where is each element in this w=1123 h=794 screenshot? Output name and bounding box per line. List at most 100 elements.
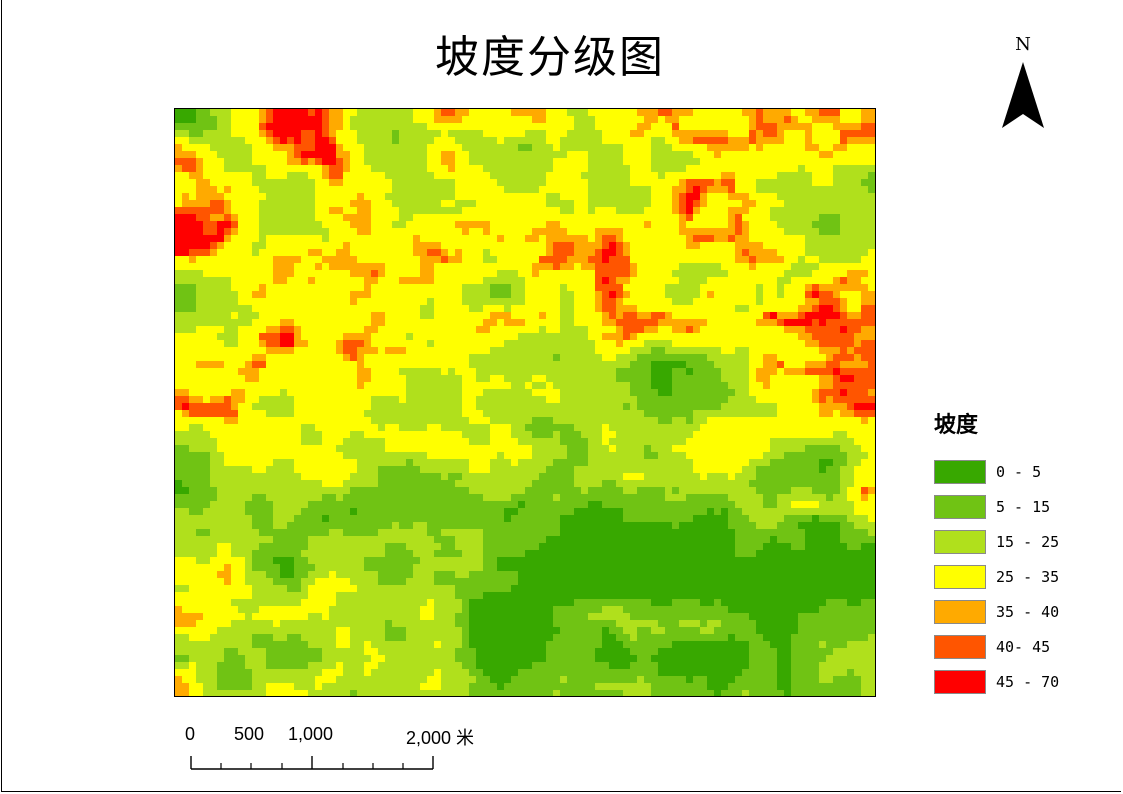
- slope-cell: [336, 445, 344, 453]
- slope-cell: [826, 242, 834, 250]
- slope-cell: [651, 270, 659, 278]
- slope-cell: [357, 347, 365, 355]
- slope-cell: [280, 354, 288, 362]
- slope-cell: [588, 277, 596, 285]
- slope-cell: [287, 305, 295, 313]
- slope-cell: [672, 312, 680, 320]
- slope-cell: [749, 186, 757, 194]
- slope-cell: [560, 438, 568, 446]
- slope-cell: [728, 305, 736, 313]
- slope-cell: [658, 361, 666, 369]
- slope-cell: [511, 431, 519, 439]
- slope-cell: [742, 319, 750, 327]
- slope-cell: [798, 109, 806, 117]
- slope-cell: [770, 228, 778, 236]
- slope-cell: [343, 305, 351, 313]
- slope-cell: [448, 263, 456, 271]
- slope-cell: [476, 172, 484, 180]
- slope-cell: [336, 361, 344, 369]
- slope-cell: [357, 158, 365, 166]
- slope-cell: [833, 116, 841, 124]
- slope-cell: [532, 270, 540, 278]
- slope-cell: [336, 109, 344, 117]
- slope-cell: [308, 144, 316, 152]
- slope-cell: [868, 396, 875, 404]
- slope-cell: [371, 109, 379, 117]
- slope-cell: [707, 270, 715, 278]
- slope-cell: [735, 354, 743, 362]
- slope-cell: [224, 445, 232, 453]
- slope-cell: [294, 130, 302, 138]
- slope-cell: [350, 277, 358, 285]
- slope-cell: [525, 326, 533, 334]
- slope-cell: [770, 319, 778, 327]
- slope-cell: [665, 249, 673, 257]
- slope-cell: [399, 242, 407, 250]
- slope-cell: [210, 207, 218, 215]
- slope-cell: [630, 186, 638, 194]
- slope-cell: [833, 130, 841, 138]
- slope-cell: [679, 123, 687, 131]
- slope-cell: [476, 221, 484, 229]
- slope-cell: [238, 144, 246, 152]
- slope-cell: [224, 221, 232, 229]
- slope-map-frame[interactable]: [174, 108, 876, 697]
- slope-cell: [322, 130, 330, 138]
- slope-cell: [203, 347, 211, 355]
- slope-cell: [455, 256, 463, 264]
- slope-cell: [238, 417, 246, 425]
- slope-cell: [868, 221, 875, 229]
- slope-cell: [819, 319, 827, 327]
- slope-cell: [252, 151, 260, 159]
- slope-cell: [756, 235, 764, 243]
- slope-cell: [728, 235, 736, 243]
- slope-cell: [567, 340, 575, 348]
- slope-cell: [203, 165, 211, 173]
- slope-cell: [266, 249, 274, 257]
- slope-cell: [448, 193, 456, 201]
- slope-cell: [238, 263, 246, 271]
- slope-cell: [567, 193, 575, 201]
- slope-cell: [770, 263, 778, 271]
- slope-cell: [497, 375, 505, 383]
- slope-cell: [868, 193, 875, 201]
- slope-cell: [833, 200, 841, 208]
- slope-cell: [490, 403, 498, 411]
- slope-cell: [833, 445, 841, 453]
- slope-cell: [735, 298, 743, 306]
- slope-cell: [826, 193, 834, 201]
- slope-cell: [833, 172, 841, 180]
- slope-cell: [245, 382, 253, 390]
- slope-raster[interactable]: [175, 109, 875, 696]
- slope-cell: [532, 207, 540, 215]
- slope-cell: [770, 403, 778, 411]
- slope-cell: [280, 263, 288, 271]
- slope-cell: [448, 235, 456, 243]
- slope-cell: [245, 235, 253, 243]
- slope-cell: [175, 207, 183, 215]
- slope-cell: [196, 256, 204, 264]
- slope-cell: [448, 200, 456, 208]
- slope-cell: [259, 361, 267, 369]
- slope-cell: [637, 214, 645, 222]
- slope-cell: [826, 424, 834, 432]
- slope-cell: [679, 305, 687, 313]
- slope-cell: [203, 326, 211, 334]
- slope-cell: [504, 270, 512, 278]
- slope-cell: [511, 291, 519, 299]
- slope-cell: [273, 277, 281, 285]
- slope-cell: [686, 431, 694, 439]
- slope-cell: [665, 403, 673, 411]
- slope-cell: [798, 186, 806, 194]
- slope-cell: [343, 298, 351, 306]
- slope-cell: [329, 172, 337, 180]
- slope-cell: [588, 424, 596, 432]
- slope-cell: [749, 193, 757, 201]
- slope-cell: [469, 319, 477, 327]
- slope-cell: [294, 382, 302, 390]
- slope-cell: [224, 438, 232, 446]
- slope-cell: [399, 172, 407, 180]
- slope-cell: [336, 396, 344, 404]
- slope-cell: [749, 361, 757, 369]
- slope-cell: [504, 298, 512, 306]
